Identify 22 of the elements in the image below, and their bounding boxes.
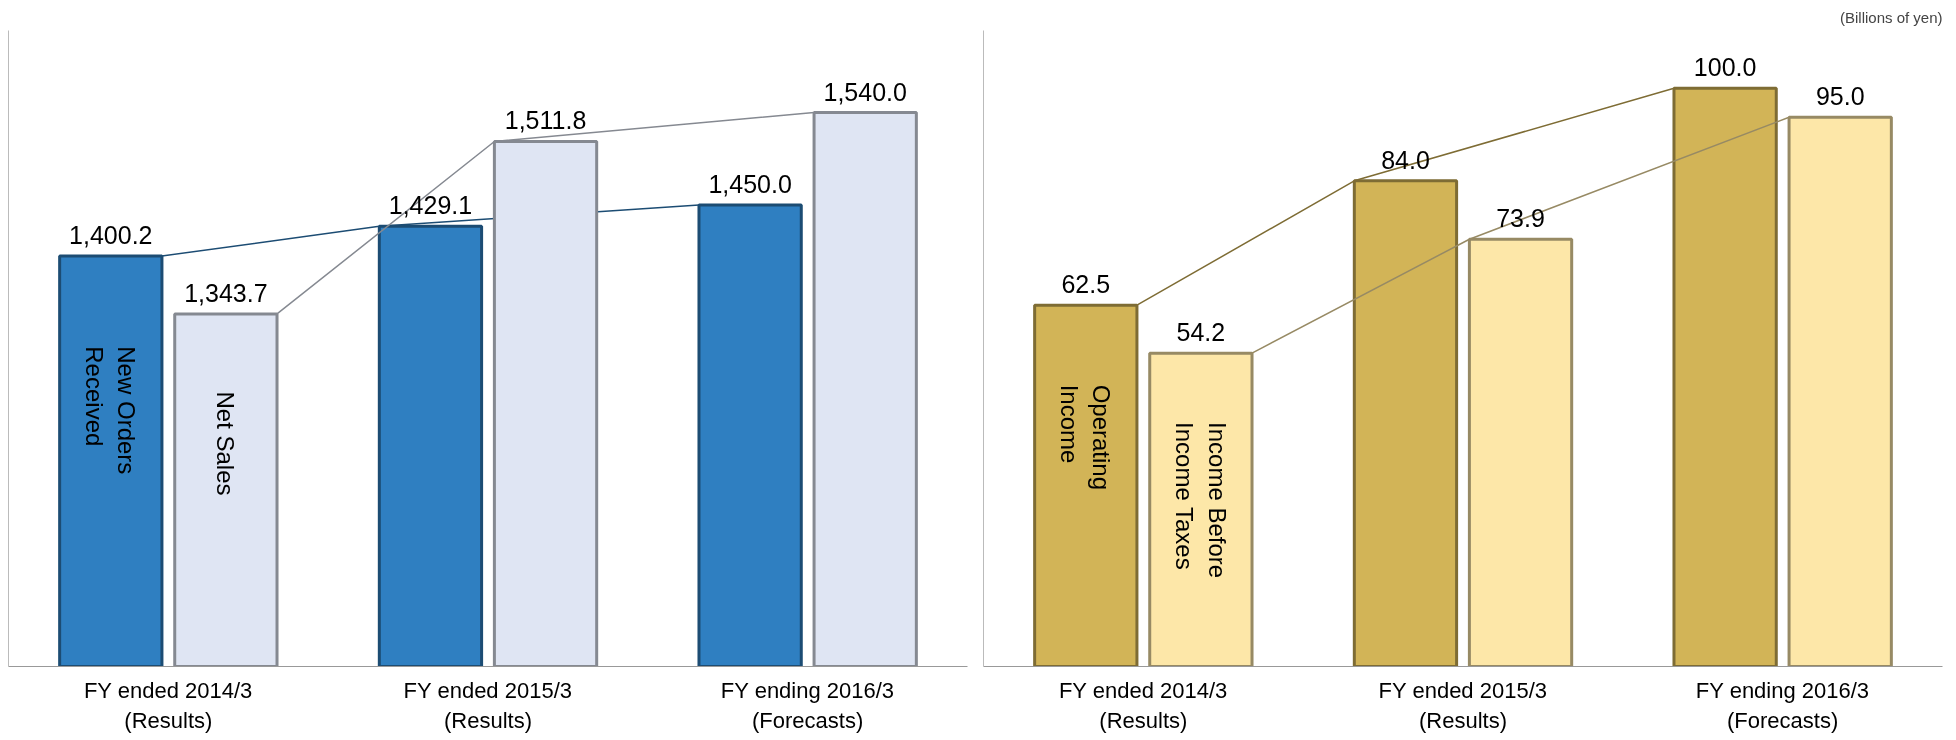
x-tick-label: FY ended 2015/3 (Results) (403, 677, 572, 733)
data-label: 100.0 (1693, 53, 1757, 82)
series-label: New Orders Received (81, 346, 141, 475)
data-label: 95.0 (1815, 82, 1865, 111)
series-label: Net Sales (212, 391, 240, 496)
x-tick-label: FY ended 2014/3 (Results) (83, 677, 253, 733)
data-label: 1,400.2 (69, 220, 153, 249)
x-tick-label: FY ended 2015/3 (Results) (1378, 677, 1547, 733)
x-tick-label: FY ending 2016/3 (Forecasts) (720, 677, 895, 733)
data-label: 84.0 (1381, 145, 1430, 174)
data-label: 1,343.7 (184, 278, 268, 307)
x-tick-label: FY ending 2016/3 (Forecasts) (1695, 677, 1870, 733)
text: (Billions of yen) (1839, 8, 1943, 26)
data-label: 1,450.0 (708, 169, 792, 198)
data-label: 1,429.1 (388, 191, 473, 220)
data-label: 62.5 (1061, 270, 1111, 299)
data-label: 54.2 (1176, 318, 1226, 347)
series-label: Income Before Income Taxes (1171, 422, 1231, 579)
data-label: 1,511.8 (504, 106, 587, 135)
data-label: 1,540.0 (823, 77, 907, 106)
series-label: Operating Income (1056, 384, 1116, 491)
x-tick-label: FY ended 2014/3 (Results) (1058, 677, 1228, 733)
